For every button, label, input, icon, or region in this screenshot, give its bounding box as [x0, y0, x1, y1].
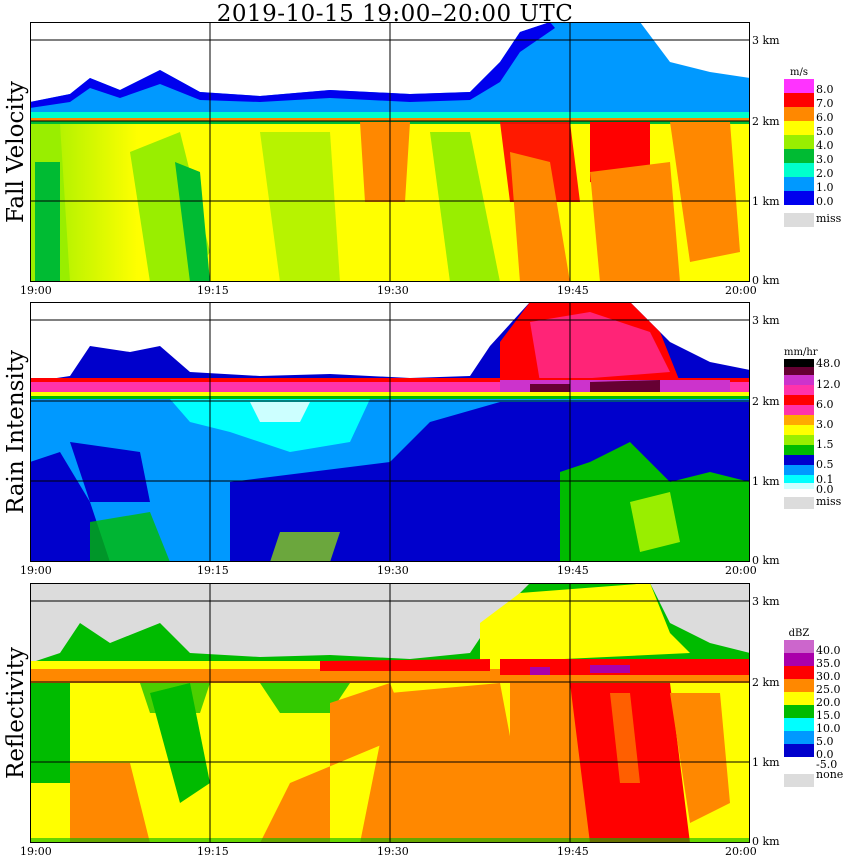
legend-level: 10.0 — [816, 722, 841, 735]
legend-level: 8.0 — [816, 83, 834, 96]
legend-missing: none — [816, 768, 844, 781]
y-tick: 3 km — [752, 34, 780, 47]
legend-level: 3.0 — [816, 153, 834, 166]
legend-level: 12.0 — [816, 378, 841, 391]
legend-missing: miss — [816, 495, 842, 508]
x-tick: 19:30 — [377, 284, 409, 297]
grid-lines — [30, 583, 750, 843]
fall-velocity-plot — [30, 22, 750, 282]
rain-intensity-panel: Rain Intensity 19:00 19:15 19:30 19:45 2… — [0, 302, 850, 577]
y-tick: 2 km — [752, 395, 780, 408]
panel-label: Rain Intensity — [3, 350, 29, 514]
legend-unit: dBZ — [788, 628, 810, 639]
legend-level: 40.0 — [816, 644, 841, 657]
x-tick: 19:00 — [20, 284, 52, 297]
x-tick: 19:45 — [557, 564, 589, 577]
panel-label: Reflectivity — [3, 647, 30, 779]
legend-level: 25.0 — [816, 683, 841, 696]
legend-level: -5.0 — [816, 758, 838, 771]
legend-level: 6.0 — [816, 111, 834, 124]
legend-level: 0.0 — [816, 195, 834, 208]
legend-level: 7.0 — [816, 97, 834, 110]
panel-label: Fall Velocity — [3, 81, 30, 223]
x-tick: 19:30 — [377, 564, 409, 577]
y-tick: 0 km — [752, 835, 780, 848]
legend-unit: mm/hr — [784, 347, 818, 358]
legend-level: 0.0 — [816, 483, 834, 496]
y-tick: 2 km — [752, 676, 780, 689]
y-tick: 3 km — [752, 595, 780, 608]
legend-level: 30.0 — [816, 670, 841, 683]
x-tick: 19:00 — [20, 564, 52, 577]
legend-level: 0.5 — [816, 458, 834, 471]
legend-level: 5.0 — [816, 735, 834, 748]
x-tick: 19:45 — [557, 845, 589, 858]
legend-missing: miss — [816, 212, 842, 225]
y-tick: 1 km — [752, 756, 780, 769]
legend-level: 1.5 — [816, 438, 834, 451]
y-tick: 0 km — [752, 554, 780, 567]
grid-lines — [30, 22, 750, 282]
fall-velocity-panel: Fall Velocity — [0, 22, 850, 297]
x-tick: 20:00 — [725, 284, 757, 297]
x-tick: 20:00 — [725, 845, 757, 858]
reflectivity-panel: Reflectivity 19:00 19:15 19:30 19:45 20:… — [0, 583, 850, 858]
legend-level: 4.0 — [816, 139, 834, 152]
x-tick: 19:00 — [20, 845, 52, 858]
rain-intensity-plot — [30, 302, 750, 562]
y-tick: 3 km — [752, 314, 780, 327]
legend-level: 5.0 — [816, 125, 834, 138]
y-tick: 2 km — [752, 115, 780, 128]
legend-level: 6.0 — [816, 398, 834, 411]
legend-level: 20.0 — [816, 696, 841, 709]
legend-level: 0.0 — [816, 748, 834, 761]
y-tick: 1 km — [752, 195, 780, 208]
grid-lines — [30, 302, 750, 562]
x-tick: 19:45 — [557, 284, 589, 297]
x-tick: 19:15 — [197, 284, 229, 297]
x-tick: 19:30 — [377, 845, 409, 858]
x-tick: 20:00 — [725, 564, 757, 577]
y-tick: 0 km — [752, 274, 780, 287]
legend-level: 48.0 — [816, 357, 841, 370]
legend-level: 0.1 — [816, 473, 834, 486]
legend-level: 35.0 — [816, 657, 841, 670]
legend-unit: m/s — [790, 67, 808, 78]
legend-level: 1.0 — [816, 181, 834, 194]
legend-level: 15.0 — [816, 709, 841, 722]
legend-level: 3.0 — [816, 418, 834, 431]
legend-level: 2.0 — [816, 167, 834, 180]
reflectivity-plot — [30, 583, 750, 843]
x-tick: 19:15 — [197, 845, 229, 858]
x-tick: 19:15 — [197, 564, 229, 577]
y-tick: 1 km — [752, 475, 780, 488]
